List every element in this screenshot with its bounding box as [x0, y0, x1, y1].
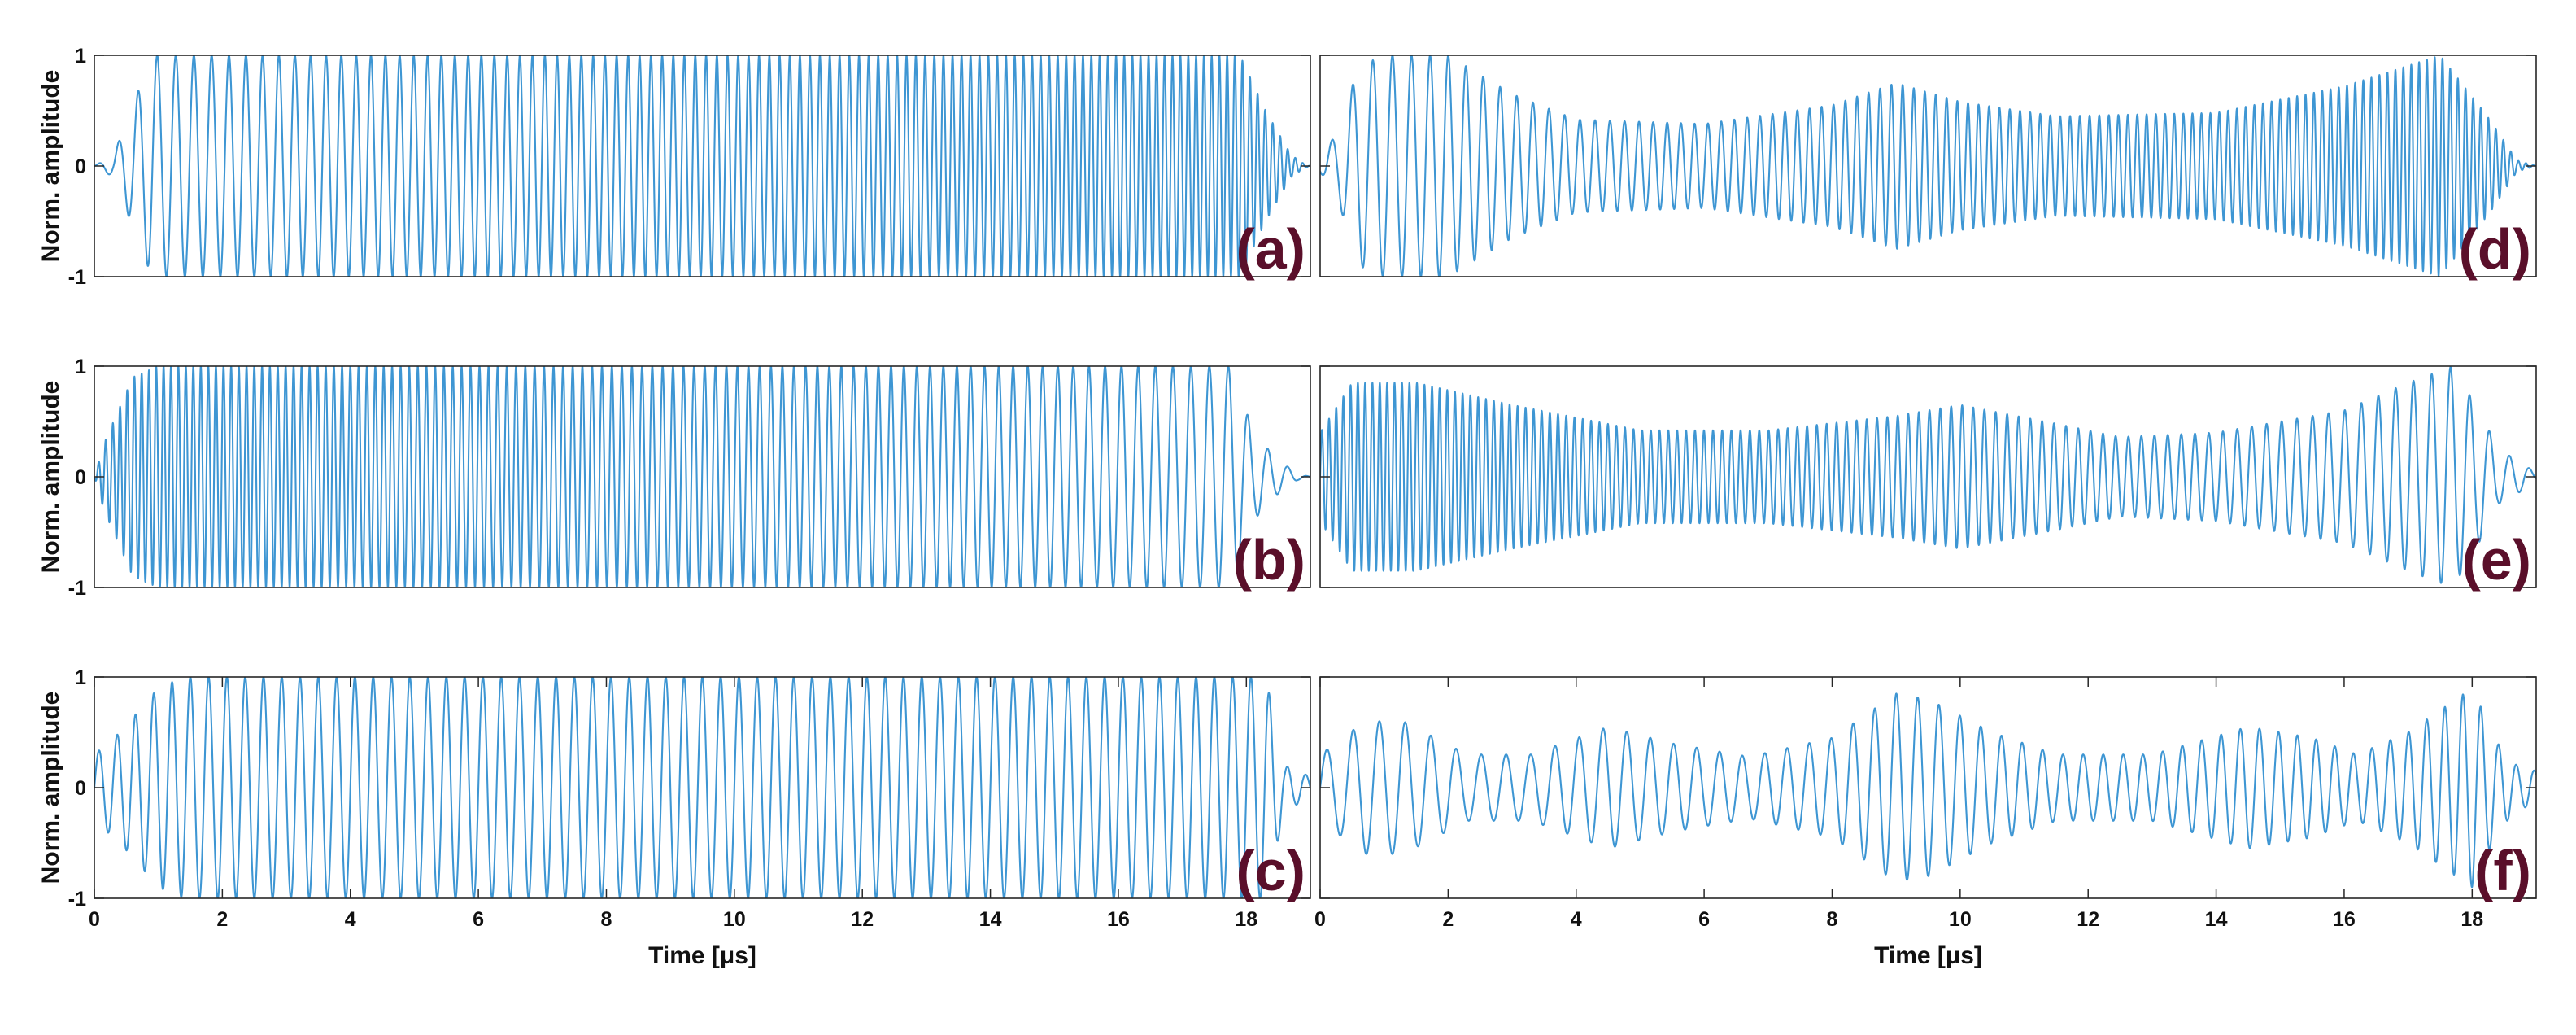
y-tick-label: 1: [75, 356, 86, 378]
x-axis-title: Time [μs]: [1874, 942, 1982, 969]
x-tick-label: 6: [473, 908, 484, 931]
x-tick-label: 12: [851, 908, 874, 931]
y-tick-label: 0: [75, 466, 86, 489]
axes-frame: [1319, 365, 2537, 588]
axes-frame: [1319, 676, 2537, 899]
x-tick-label: 12: [2077, 908, 2099, 931]
y-tick-label: 1: [75, 666, 86, 689]
panel-b: -1 0 1 Norm. amplitude (b): [37, 356, 1311, 600]
panel-a: -1 0 1 Norm. amplitude (a): [37, 45, 1311, 289]
x-tick-label: 0: [89, 908, 100, 931]
waveform-line: [94, 55, 1310, 277]
panel-d: (d): [1319, 55, 2537, 281]
x-tick-label: 16: [1107, 908, 1130, 931]
x-tick-label: 6: [1698, 908, 1710, 931]
y-tick-label: 1: [75, 45, 86, 68]
waveform-line: [1320, 366, 2536, 584]
x-tick-label: 18: [1235, 908, 1257, 931]
x-tick-label: 14: [2205, 908, 2228, 931]
x-tick-label: 2: [216, 908, 228, 931]
x-tick-label: 8: [601, 908, 612, 931]
y-tick-label: -1: [68, 577, 86, 600]
panel-label: (f): [2474, 839, 2531, 902]
y-axis-title: Norm. amplitude: [37, 70, 64, 263]
panel-label: (b): [1233, 528, 1305, 592]
y-tick-label: 0: [75, 777, 86, 800]
x-tick-label: 8: [1827, 908, 1838, 931]
panel-f: 0 2 4 6 8 10 12 14 16 18 Time [μs] (f): [1314, 676, 2537, 969]
x-tick-label: 4: [345, 908, 356, 931]
waveform-line: [1320, 692, 2536, 889]
panel-label: (e): [2461, 528, 2531, 592]
x-tick-label: 10: [1949, 908, 1972, 931]
y-axis-title: Norm. amplitude: [37, 692, 64, 884]
x-tick-label: 10: [723, 908, 746, 931]
panel-label: (a): [1236, 217, 1305, 281]
panel-e: (e): [1319, 365, 2537, 592]
x-tick-label: 16: [2333, 908, 2356, 931]
x-tick-label: 4: [1571, 908, 1582, 931]
panel-label: (c): [1236, 839, 1305, 902]
x-axis-title: Time [μs]: [648, 942, 756, 969]
x-tick-label: 0: [1314, 908, 1326, 931]
waveform-line: [94, 677, 1310, 898]
y-tick-label: 0: [75, 155, 86, 178]
waveform-line: [94, 366, 1310, 587]
panel-label: (d): [2459, 217, 2531, 281]
y-tick-label: -1: [68, 888, 86, 911]
waveform-line: [1320, 55, 2536, 277]
x-tick-label: 18: [2460, 908, 2483, 931]
y-tick-label: -1: [68, 266, 86, 289]
y-axis-title: Norm. amplitude: [37, 381, 64, 574]
x-tick-label: 2: [1442, 908, 1454, 931]
x-tick-label: 14: [979, 908, 1002, 931]
